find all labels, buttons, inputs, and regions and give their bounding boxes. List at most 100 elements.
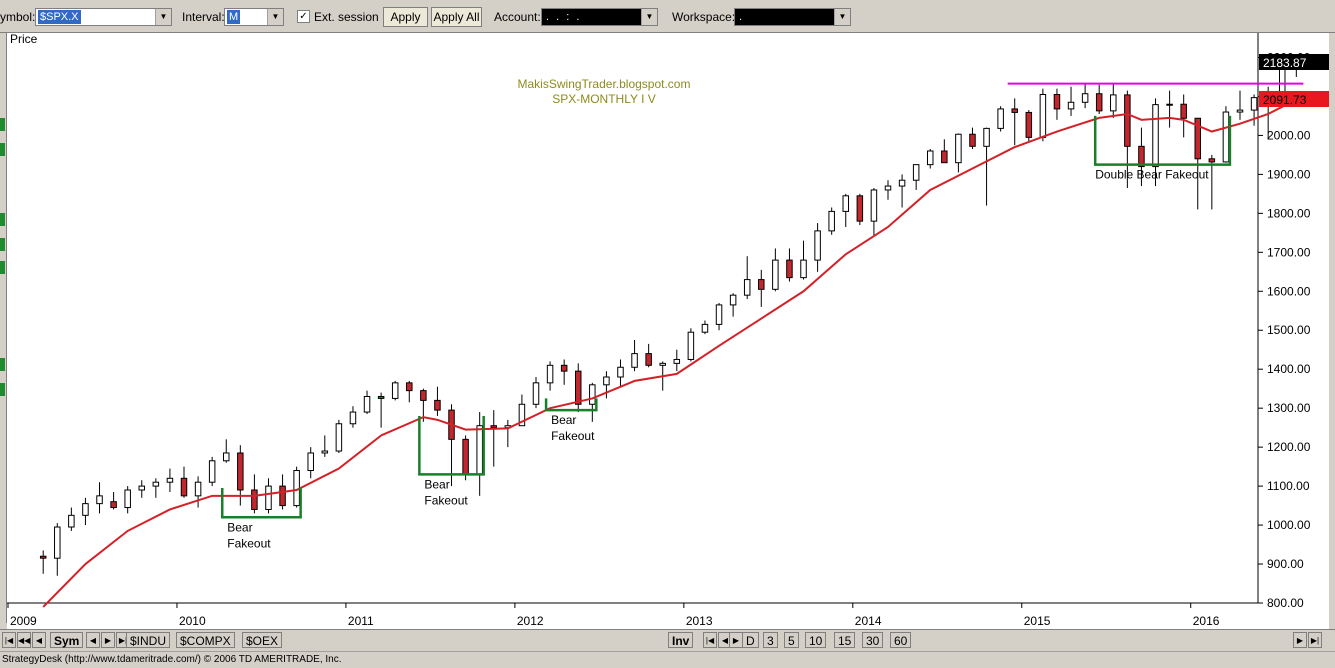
candle-body (208, 460, 216, 483)
tool-marker[interactable] (0, 213, 5, 226)
y-tick-label: 2000.00 (1267, 128, 1311, 142)
interval-10[interactable]: 10 (805, 632, 827, 648)
candle-body (997, 108, 1004, 129)
x-tick-label: 2016 (1193, 614, 1220, 628)
y-tick-label: 1300.00 (1267, 401, 1311, 415)
fakeout-box (418, 415, 485, 476)
candle-body (1166, 103, 1173, 106)
interval-combo[interactable]: M ▼ (224, 8, 284, 26)
tool-marker[interactable] (0, 383, 5, 396)
candle-body (912, 164, 920, 181)
x-tick-label: 2012 (517, 614, 544, 628)
tab-compx[interactable]: $COMPX (176, 632, 235, 648)
x-tick-label: 2015 (1024, 614, 1051, 628)
first-icon[interactable]: |◀ (703, 632, 717, 648)
tool-marker[interactable] (0, 261, 5, 274)
y-tick-label: 1000.00 (1267, 518, 1311, 532)
candle-body (265, 485, 272, 510)
y-tick-label: 1800.00 (1267, 206, 1311, 220)
y-tick-label: 900.00 (1267, 557, 1304, 571)
fakeout-label: Bear (424, 477, 449, 491)
next-icon[interactable]: ▶ (101, 632, 115, 648)
prev-icon[interactable]: ◀ (86, 632, 100, 648)
workspace-combo[interactable]: . ▼ (734, 8, 851, 26)
prev-icon[interactable]: ◀◀ (17, 632, 31, 648)
candle-body (856, 195, 864, 222)
candle-body (941, 150, 948, 164)
account-label: Account: (494, 10, 541, 24)
workspace-value: . (739, 11, 745, 23)
right-scroll-strip[interactable] (1329, 33, 1335, 623)
chevron-down-icon[interactable]: ▼ (641, 9, 657, 25)
candle-body (420, 390, 427, 401)
candle-body (1053, 94, 1061, 110)
candle-body (54, 526, 61, 559)
candle-body (194, 481, 202, 497)
sym-button[interactable]: Sym (50, 632, 84, 648)
ext-session-checkbox[interactable]: ✓ (297, 10, 310, 23)
tool-marker[interactable] (0, 358, 5, 371)
symbol-combo[interactable]: $SPX.X ▼ (35, 8, 172, 26)
left-icon[interactable]: ◀ (32, 632, 46, 648)
chevron-down-icon[interactable]: ▼ (155, 9, 171, 25)
candle-body (152, 481, 160, 487)
scroll-right-icon[interactable]: ▶ (1293, 632, 1307, 648)
workspace-label: Workspace: (672, 10, 736, 24)
last-icon[interactable]: ▶| (1308, 632, 1322, 648)
interval-60[interactable]: 60 (890, 632, 912, 648)
tab-indu[interactable]: $INDU (126, 632, 171, 648)
candle-body (701, 323, 709, 333)
x-tick-label: 2014 (855, 614, 882, 628)
candle-body (377, 395, 385, 399)
chevron-down-icon[interactable]: ▼ (267, 9, 283, 25)
candle-body (800, 259, 807, 279)
candle-body (617, 366, 624, 378)
interval-5[interactable]: 5 (784, 632, 799, 648)
interval-30[interactable]: 30 (862, 632, 884, 648)
tool-marker[interactable] (0, 143, 5, 156)
candle-body (1110, 94, 1117, 112)
next-icon[interactable]: ▶ (729, 632, 743, 648)
chevron-down-icon[interactable]: ▼ (834, 9, 850, 25)
apply-button[interactable]: Apply (383, 7, 428, 27)
candle-body (1011, 108, 1018, 113)
candle-body (1039, 94, 1047, 138)
price-chart[interactable]: Price 800.00 900.00 1000.00 1100.00 1200.00 1… (7, 33, 1329, 629)
candle-body (518, 403, 526, 427)
candle-body (1250, 97, 1258, 111)
candle-body (983, 127, 990, 147)
tab-oex[interactable]: $OEX (242, 632, 283, 648)
drawing-tools-strip[interactable] (0, 33, 7, 623)
current-price-value: 2183.87 (1263, 56, 1307, 70)
candle-body (898, 179, 906, 187)
account-combo[interactable]: . . : . ▼ (541, 8, 658, 26)
x-tick-label: 2010 (179, 614, 206, 628)
inv-button[interactable]: Inv (668, 632, 694, 648)
candle-body (1124, 94, 1131, 147)
interval-15[interactable]: 15 (834, 632, 856, 648)
tool-marker[interactable] (0, 118, 5, 131)
interval-3[interactable]: 3 (763, 632, 778, 648)
candle-body (406, 382, 413, 392)
prev-icon[interactable]: ◀ (718, 632, 732, 648)
candle-body (589, 384, 596, 405)
apply-all-button[interactable]: Apply All (431, 7, 482, 27)
candle-body (546, 364, 554, 384)
y-tick-label: 1600.00 (1267, 284, 1311, 298)
symbol-value: $SPX.X (38, 10, 81, 24)
candle-body (237, 452, 244, 491)
candle-body (631, 353, 638, 368)
candle-body (363, 395, 371, 413)
interval-label: Interval: (182, 10, 225, 24)
fakeout-label: Bear (551, 413, 576, 427)
candle-body (279, 485, 286, 507)
x-tick-label: 2013 (686, 614, 713, 628)
candle-body (96, 495, 103, 505)
candle-body (926, 150, 934, 166)
candles (39, 59, 1300, 576)
first-icon[interactable]: |◀ (2, 632, 16, 648)
x-tick-label: 2009 (10, 614, 37, 628)
interval-d[interactable]: D (742, 632, 759, 648)
tool-marker[interactable] (0, 238, 5, 251)
interval-value: M (227, 10, 241, 24)
